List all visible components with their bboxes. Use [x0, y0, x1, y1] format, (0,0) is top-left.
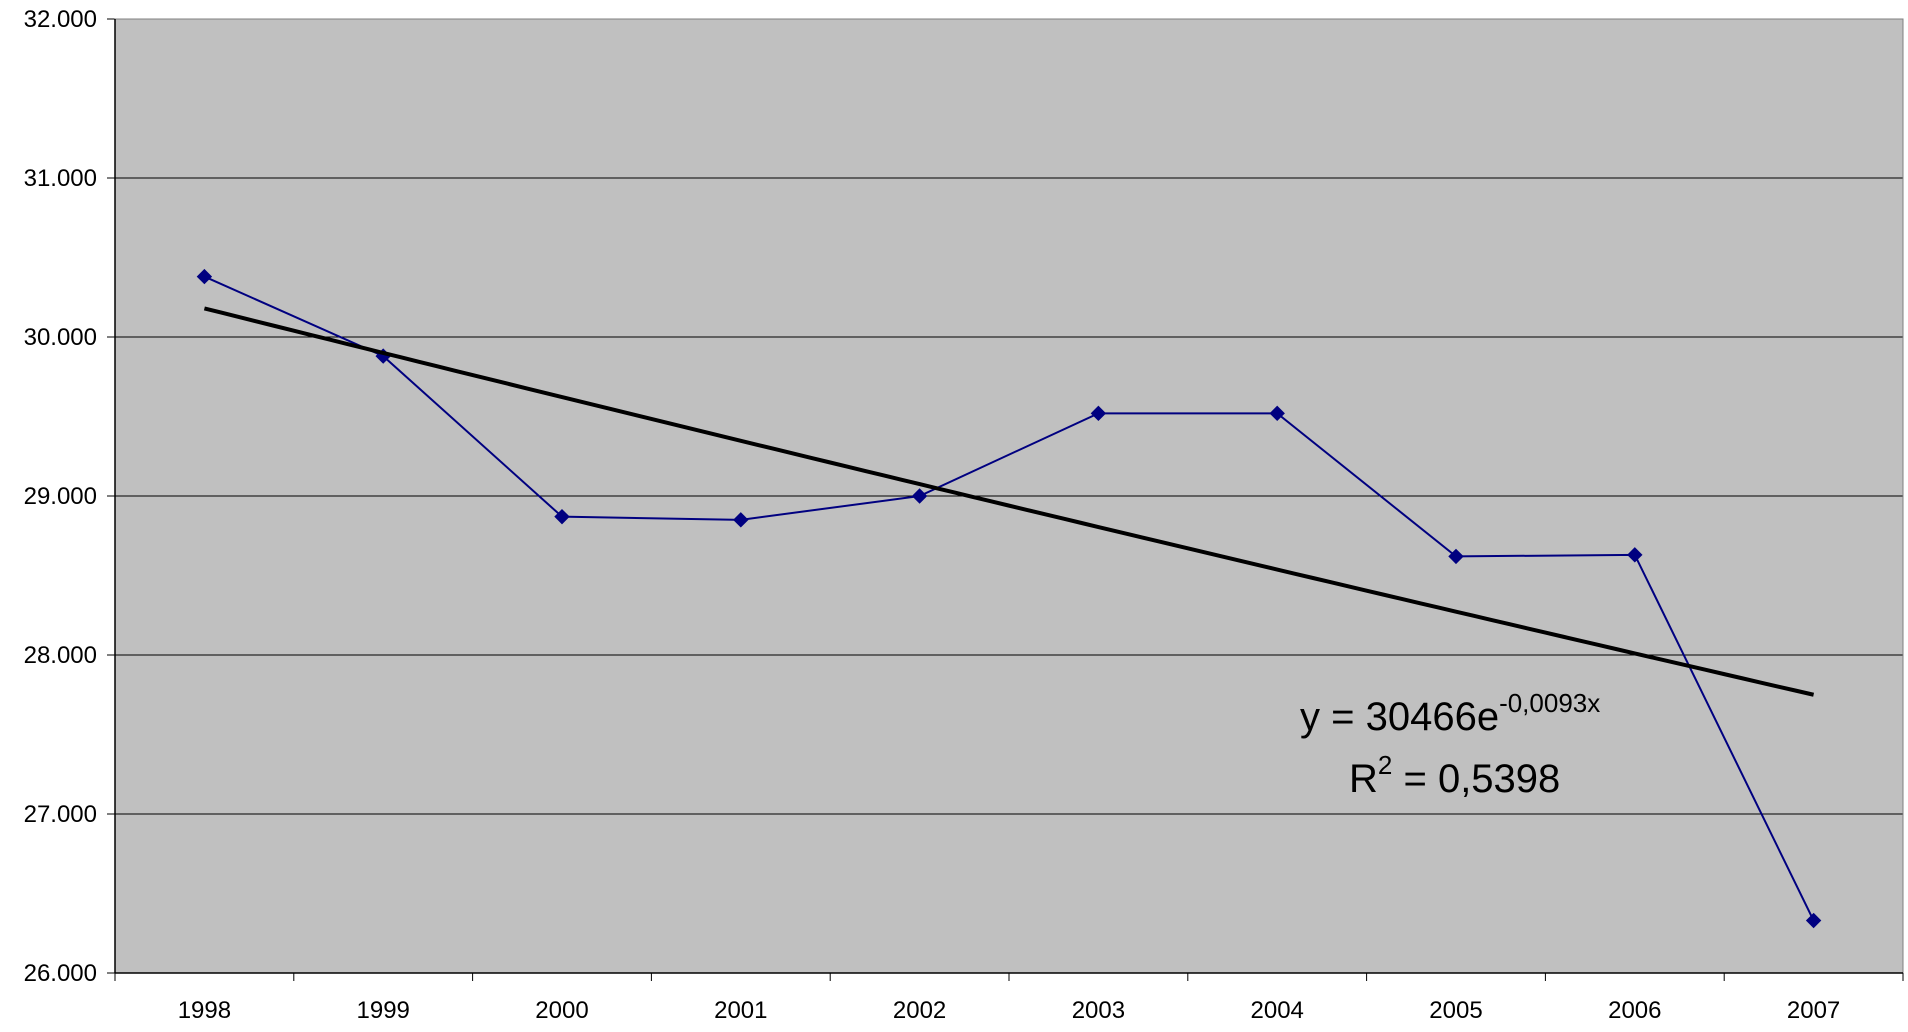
- data-point-marker: [911, 488, 928, 504]
- r-squared-superscript: 2: [1378, 750, 1392, 780]
- x-tick-label: 2001: [714, 997, 767, 1024]
- data-point-marker: [1627, 547, 1643, 563]
- x-tick-label: 2007: [1787, 997, 1840, 1024]
- equation-exponent: -0,0093x: [1499, 688, 1600, 718]
- data-point-marker: [196, 268, 213, 285]
- y-tick-label: 31.000: [24, 165, 97, 192]
- y-tick-label: 30.000: [24, 324, 97, 351]
- y-tick-label: 26.000: [24, 960, 97, 987]
- y-tick-label: 28.000: [24, 642, 97, 669]
- x-tick-label: 2003: [1072, 997, 1125, 1024]
- x-tick-label: 1999: [357, 997, 410, 1024]
- data-point-marker: [1805, 912, 1822, 929]
- trendline-r-squared: R2 = 0,5398: [1349, 750, 1560, 801]
- data-point-marker: [1448, 548, 1464, 565]
- x-axis-tick-labels: 1998 1999 2000 2001 2002 2003 2004 2005 2006 2007: [178, 997, 1841, 1024]
- data-point-marker: [733, 512, 749, 528]
- trendline: [203, 306, 1815, 697]
- x-tick-label: 2004: [1251, 997, 1304, 1024]
- data-point-marker: [1090, 405, 1107, 422]
- x-tick-label: 2000: [535, 997, 588, 1024]
- series-line: [203, 275, 1815, 921]
- y-tick-label: 32.000: [24, 6, 97, 33]
- data-point-marker: [554, 508, 570, 525]
- x-tick-label: 2006: [1608, 997, 1661, 1024]
- series-group: [196, 268, 1822, 929]
- equation-prefix: y = 30466e: [1300, 695, 1499, 739]
- trendline-group: [203, 306, 1815, 697]
- y-tick-label: 27.000: [24, 801, 97, 828]
- r-squared-value: = 0,5398: [1392, 757, 1560, 801]
- x-tick-label: 1998: [178, 997, 231, 1024]
- axes: [107, 18, 1904, 981]
- y-tick-label: 29.000: [24, 483, 97, 510]
- r-squared-label: R: [1349, 757, 1378, 801]
- data-point-marker: [1269, 405, 1285, 422]
- trendline-equation: y = 30466e-0,0093x: [1300, 688, 1600, 739]
- y-axis-tick-labels: 26.000 27.000 28.000 29.000 30.000 31.000 32.0…: [24, 6, 97, 987]
- x-tick-label: 2005: [1429, 997, 1482, 1024]
- x-tick-label: 2002: [893, 997, 946, 1024]
